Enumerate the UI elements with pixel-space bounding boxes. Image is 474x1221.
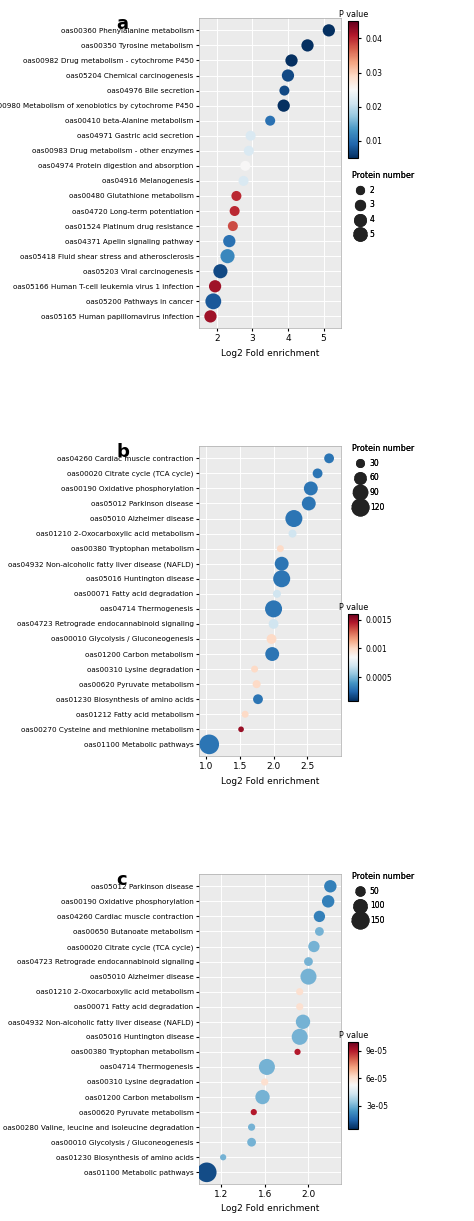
Point: [203, 1162, 210, 1182]
Point: [207, 306, 214, 326]
Point: [263, 1057, 271, 1077]
Legend: 2, 3, 4, 5: 2, 3, 4, 5: [352, 171, 414, 239]
Point: [217, 261, 224, 281]
Point: [289, 524, 296, 543]
Point: [305, 952, 312, 972]
Text: a: a: [117, 15, 128, 33]
Point: [280, 96, 287, 116]
X-axis label: Log2 Fold enrichment: Log2 Fold enrichment: [221, 1204, 319, 1214]
Point: [284, 66, 292, 85]
Point: [296, 1027, 303, 1046]
Point: [305, 967, 312, 987]
Point: [261, 1072, 268, 1092]
Point: [296, 982, 303, 1001]
Point: [273, 584, 281, 603]
Point: [210, 292, 217, 311]
Point: [270, 614, 277, 634]
Legend: 30, 60, 90, 120: 30, 60, 90, 120: [352, 444, 414, 512]
Point: [314, 464, 321, 484]
Point: [241, 156, 249, 176]
Point: [250, 1103, 257, 1122]
Point: [268, 629, 275, 648]
Point: [290, 509, 298, 529]
Text: b: b: [117, 443, 129, 462]
Point: [305, 493, 312, 513]
Point: [247, 126, 255, 145]
Point: [240, 171, 247, 190]
Point: [229, 216, 237, 236]
Point: [299, 1012, 307, 1032]
Point: [281, 81, 288, 100]
Point: [248, 1132, 255, 1151]
Point: [325, 448, 333, 468]
Point: [253, 674, 260, 694]
Point: [278, 569, 285, 589]
Point: [251, 659, 258, 679]
Point: [304, 35, 311, 55]
Point: [248, 1117, 255, 1137]
Point: [268, 645, 276, 664]
Point: [241, 705, 249, 724]
Point: [245, 142, 253, 161]
Point: [205, 735, 213, 755]
Point: [237, 719, 245, 739]
Point: [325, 21, 333, 40]
Point: [307, 479, 315, 498]
Point: [231, 201, 238, 221]
Point: [259, 1087, 266, 1106]
Point: [316, 907, 323, 927]
Point: [316, 922, 323, 941]
Point: [310, 937, 318, 956]
Text: c: c: [117, 871, 127, 889]
Point: [219, 1148, 227, 1167]
Legend: 50, 100, 150: 50, 100, 150: [352, 872, 414, 926]
Point: [296, 998, 303, 1017]
Point: [324, 891, 332, 911]
Point: [224, 247, 231, 266]
Point: [288, 51, 295, 71]
Point: [233, 186, 240, 205]
X-axis label: Log2 Fold enrichment: Log2 Fold enrichment: [221, 348, 319, 358]
Point: [278, 554, 285, 574]
Point: [327, 877, 334, 896]
Point: [276, 538, 284, 558]
Point: [226, 231, 233, 250]
Point: [254, 690, 262, 709]
Point: [211, 276, 219, 295]
Point: [270, 600, 277, 619]
X-axis label: Log2 Fold enrichment: Log2 Fold enrichment: [221, 777, 319, 785]
Point: [294, 1042, 301, 1061]
Point: [266, 111, 274, 131]
